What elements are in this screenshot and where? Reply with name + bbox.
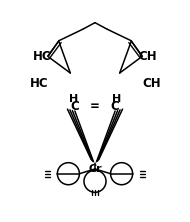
Text: C: C [111,100,119,113]
Text: C: C [71,100,79,113]
Text: CH: CH [142,77,161,90]
Text: =: = [90,100,100,113]
Text: HC: HC [33,50,52,63]
Text: H: H [112,94,121,104]
Text: CH: CH [138,50,157,63]
Text: H: H [69,94,78,104]
Text: Cr: Cr [88,164,102,174]
Text: HC: HC [29,77,48,90]
